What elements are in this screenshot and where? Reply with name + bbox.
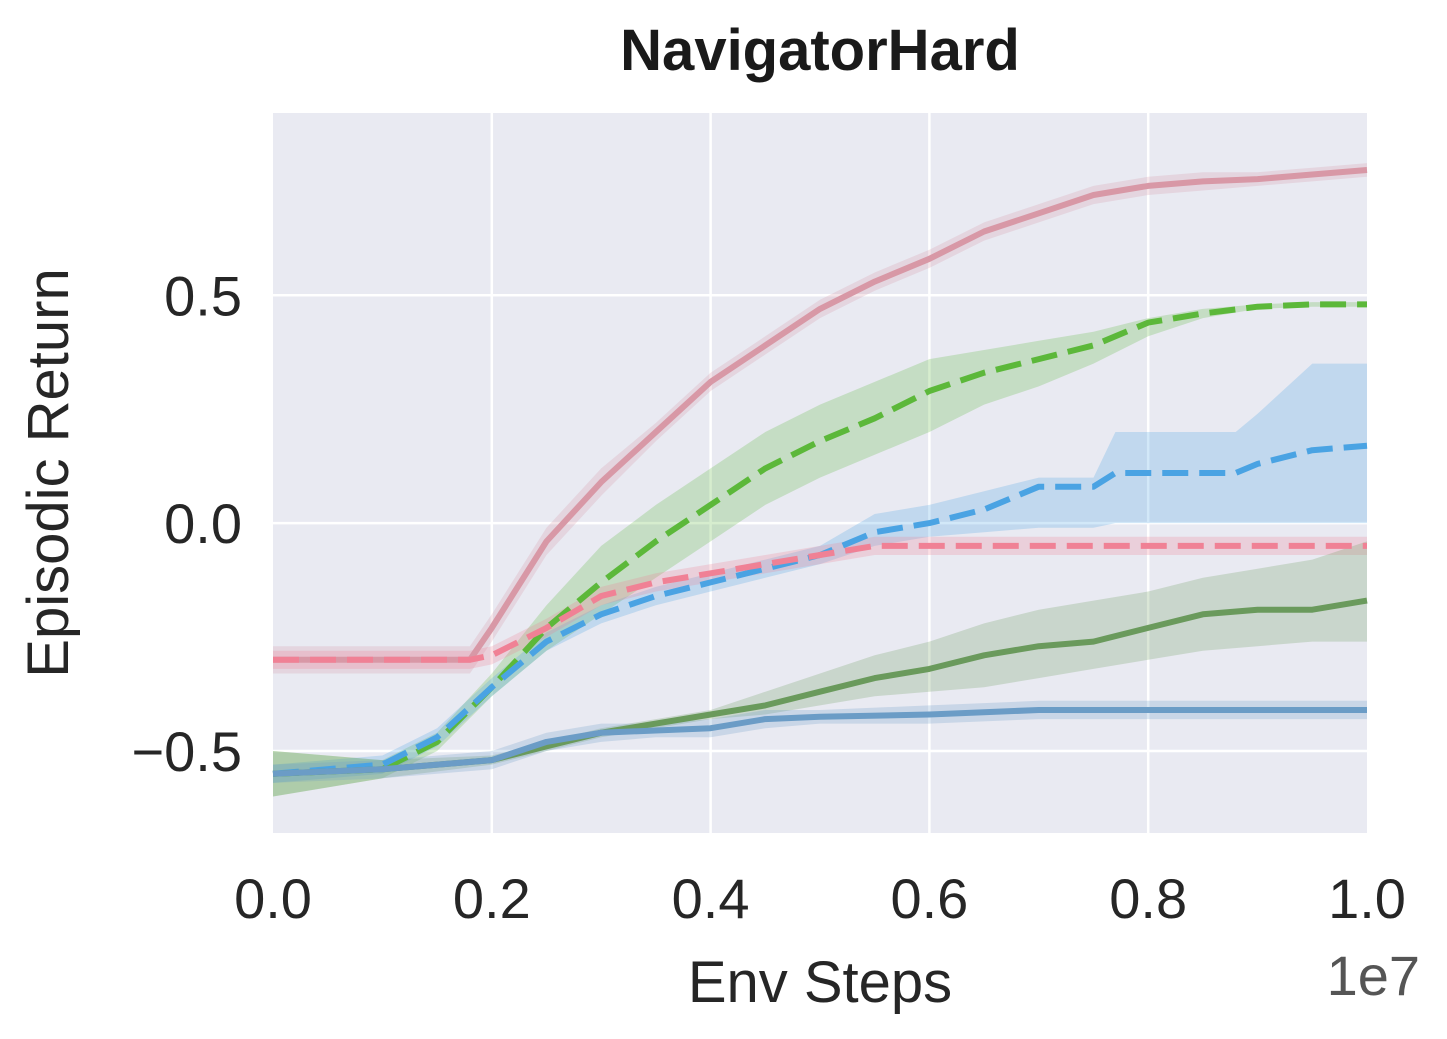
x-tick-label: 0.8 bbox=[1109, 867, 1187, 930]
series-lines bbox=[272, 167, 1368, 777]
series-line bbox=[272, 301, 1367, 777]
y-axis-label: Episodic Return bbox=[16, 268, 81, 677]
y-tick-label: 0.0 bbox=[164, 492, 242, 555]
x-tick-label: 1.0 bbox=[1328, 867, 1406, 930]
series-band bbox=[273, 541, 1367, 797]
x-axis-offset-label: 1e7 bbox=[1327, 944, 1420, 1007]
series-line bbox=[272, 597, 1368, 777]
series-line bbox=[272, 442, 1368, 777]
x-tick-label: 0.4 bbox=[672, 867, 750, 930]
y-tick-label: 0.5 bbox=[164, 264, 242, 327]
series-line bbox=[272, 707, 1367, 777]
x-tick-labels: 0.0 0.2 0.4 0.6 0.8 1.0 bbox=[234, 867, 1406, 930]
chart-title: NavigatorHard bbox=[620, 18, 1020, 83]
series-line bbox=[273, 167, 1368, 663]
x-axis-label: Env Steps bbox=[688, 950, 952, 1015]
series-band bbox=[273, 536, 1367, 669]
x-tick-label: 0.0 bbox=[234, 867, 312, 930]
x-tick-label: 0.2 bbox=[453, 867, 531, 930]
series-line bbox=[273, 542, 1367, 663]
y-tick-label: −0.5 bbox=[131, 720, 242, 783]
y-tick-labels: 0.5 0.0 −0.5 bbox=[131, 264, 242, 783]
x-tick-label: 0.6 bbox=[890, 867, 968, 930]
